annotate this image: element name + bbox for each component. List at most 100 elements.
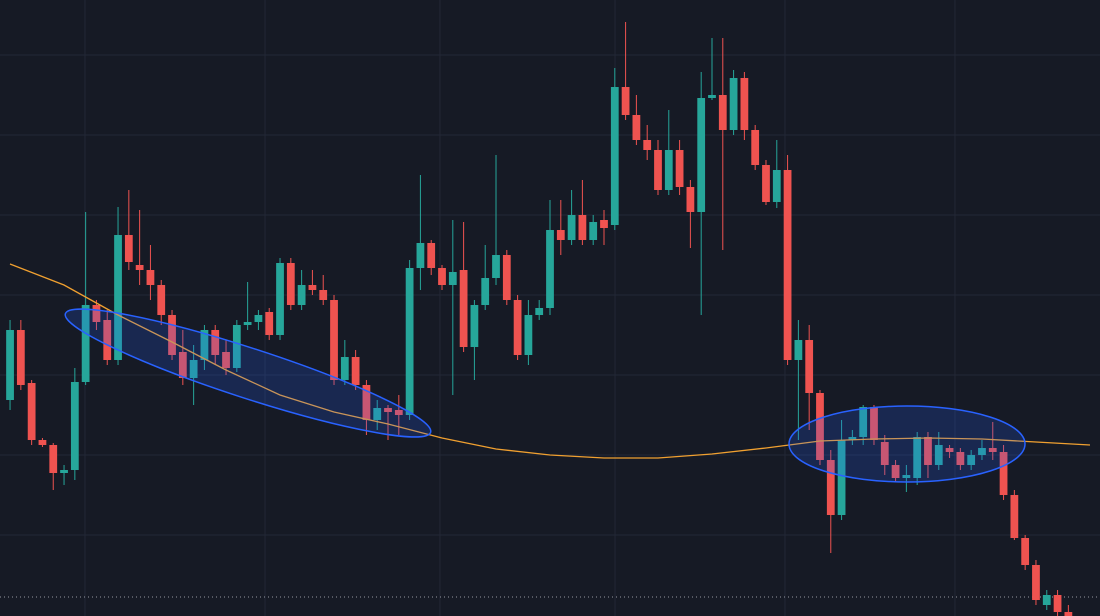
candle-body [934, 445, 943, 465]
candle-body [578, 215, 587, 240]
candle-body [988, 448, 997, 452]
candle-body [362, 385, 371, 420]
candle-body [459, 270, 468, 347]
candle-body [427, 243, 436, 268]
candle-body [945, 448, 954, 452]
candle-body [740, 78, 749, 130]
candle-body [816, 393, 824, 460]
candle-body [254, 315, 263, 322]
candle-body [686, 187, 695, 212]
candle-body [610, 87, 619, 225]
candle-body [265, 312, 274, 335]
candle-body [81, 305, 90, 382]
candle-body [405, 268, 414, 415]
candle-body [1032, 565, 1040, 600]
candle-body [697, 98, 706, 212]
moving-average [9, 263, 1091, 459]
candle-body [859, 407, 868, 437]
candle-body [297, 285, 306, 305]
candle-body [373, 408, 382, 420]
drawings [64, 308, 1026, 483]
candle-body [1042, 595, 1051, 605]
candle-body [643, 140, 652, 150]
candle-body [762, 165, 770, 202]
marks [6, 22, 1091, 616]
candle-body [556, 230, 565, 240]
highlight-ellipse [64, 308, 432, 438]
candle-body [27, 383, 36, 440]
candle-body [232, 325, 241, 368]
candle-body [708, 95, 716, 98]
candle-body [891, 465, 900, 478]
candle-body [124, 235, 133, 262]
candle-body [956, 452, 965, 465]
candle-body [502, 255, 511, 300]
candle-body [978, 448, 986, 455]
candle-body [200, 330, 209, 360]
candle-body [837, 440, 846, 515]
candle-body [6, 330, 14, 400]
candle-body [535, 308, 544, 315]
candle-body [880, 442, 889, 465]
candle-body [999, 452, 1008, 495]
candle-body [772, 170, 781, 202]
candle-body [438, 268, 446, 285]
candle-body [146, 270, 155, 285]
candle-body [308, 285, 317, 290]
candle-body [38, 440, 47, 445]
candle-body [621, 87, 630, 115]
candle-body [967, 455, 976, 465]
candle-body [16, 330, 25, 385]
candle-body [902, 475, 911, 478]
candle-body [589, 222, 598, 240]
candle-body [513, 300, 522, 355]
candle-body [157, 285, 166, 315]
candle-body [913, 437, 922, 478]
candle-body [384, 408, 392, 412]
candle-body [524, 315, 533, 355]
candle-body [826, 460, 835, 515]
candle-body [718, 95, 727, 130]
candle-body [49, 445, 58, 473]
candle-body [211, 330, 220, 355]
candle-body [103, 320, 112, 360]
candle-body [1010, 495, 1019, 538]
candle-body [848, 437, 857, 440]
candle-body [870, 407, 878, 440]
candle-body [1064, 612, 1073, 616]
candle-body [1053, 595, 1062, 612]
candle-body [546, 230, 554, 308]
candle-body [632, 115, 641, 140]
candle-body [470, 305, 479, 347]
candle-body [805, 340, 814, 393]
candle-body [783, 170, 792, 360]
candle-body [243, 322, 252, 325]
candle-body [319, 290, 328, 300]
candle-body [492, 255, 500, 278]
candle-body [222, 352, 230, 368]
candle-body [729, 78, 738, 130]
highlight-ellipse [788, 405, 1026, 483]
candle-body [1021, 538, 1030, 565]
candle-body [114, 235, 122, 360]
candle-body [567, 215, 576, 240]
candle-body [286, 263, 295, 305]
candle-body [394, 410, 403, 415]
candle-body [654, 150, 662, 190]
candle-body [340, 357, 349, 380]
candle-body [178, 352, 187, 378]
candle-body [416, 243, 425, 268]
candle-body [189, 360, 198, 378]
candle-body [924, 437, 932, 465]
candle-body [664, 150, 673, 190]
candle-body [600, 220, 608, 228]
candle-body [70, 382, 79, 470]
candle-body [92, 305, 101, 322]
candle-body [168, 315, 176, 355]
candle-body [60, 470, 68, 473]
candle-body [751, 130, 760, 165]
candle-body [481, 278, 490, 305]
candle-body [351, 357, 360, 385]
candle-body [135, 265, 144, 270]
